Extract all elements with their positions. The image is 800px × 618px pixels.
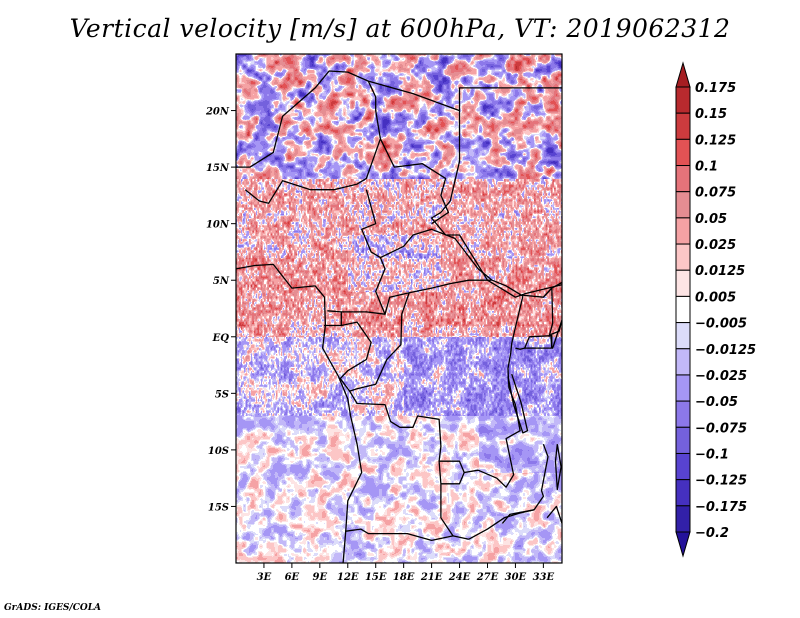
country-border: [379, 138, 450, 225]
colorbar-swatch: [675, 191, 691, 219]
x-tick-label: 21E: [420, 572, 443, 583]
y-tick-label: 5S: [215, 389, 229, 400]
colorbar-label: −0.025: [695, 369, 747, 384]
colorbar-label: 0.075: [695, 186, 736, 201]
colorbar-swatch: [675, 426, 691, 454]
country-border: [236, 263, 363, 563]
y-tick-label: EQ: [212, 333, 230, 344]
colorbar-label: −0.0125: [695, 343, 756, 358]
country-border: [519, 287, 554, 337]
x-tick-label: 12E: [337, 572, 359, 583]
x-tick-label: 27E: [476, 572, 499, 583]
y-tick-label: 20N: [205, 107, 230, 118]
country-border: [440, 472, 465, 485]
x-axis: 3E 6E 9E 12E 15E 18E 21E 24E 27E 30E 33E: [257, 563, 555, 583]
colorbar-swatch: [675, 452, 691, 481]
country-border: [501, 509, 535, 524]
colorbar-label: 0.15: [695, 107, 727, 122]
x-tick-label: 33E: [533, 572, 555, 583]
country-border: [550, 319, 562, 349]
colorbar-swatch: [675, 138, 691, 167]
colorbar-label: −0.2: [695, 526, 729, 541]
country-borders: [236, 70, 562, 563]
colorbar-swatch: [675, 86, 691, 114]
x-tick-label: 3E: [257, 572, 272, 583]
country-border: [515, 347, 552, 350]
country-border: [458, 87, 562, 111]
colorbar-swatch: [675, 112, 691, 140]
x-tick-label: 9E: [313, 572, 328, 583]
x-tick-label: 6E: [285, 572, 300, 583]
vertical-velocity-field: [236, 54, 562, 563]
colorbar-extend-max: [675, 61, 691, 88]
grads-credit: GrADS: IGES/COLA: [4, 603, 102, 613]
country-border: [349, 295, 524, 488]
colorbar-extend-min: [675, 531, 691, 558]
country-border: [323, 292, 410, 392]
colorbar-swatch: [675, 269, 691, 297]
colorbar-label: −0.075: [695, 421, 747, 436]
colorbar-swatch: [675, 400, 691, 428]
x-tick-label: 30E: [505, 572, 527, 583]
colorbar-label: 0.025: [695, 238, 736, 253]
country-border: [524, 334, 553, 349]
x-tick-label: 18E: [393, 572, 415, 583]
colorbar-label: −0.05: [695, 395, 738, 410]
country-border: [554, 444, 562, 491]
country-border: [438, 461, 454, 537]
country-border: [468, 443, 549, 540]
colorbar-swatch: [675, 217, 691, 245]
colorbar-label: −0.1: [695, 447, 729, 462]
country-border: [380, 228, 524, 297]
country-border: [546, 505, 562, 524]
colorbar-label: −0.005: [695, 317, 747, 332]
colorbar-label: 0.005: [695, 290, 736, 305]
colorbar-swatch: [675, 165, 691, 193]
colorbar: 0.175 0.15 0.125 0.1 0.075 0.05 0.025 0.0125 0.0…: [675, 61, 756, 558]
country-border: [236, 70, 382, 204]
colorbar-swatch: [675, 374, 691, 402]
map-frame: [235, 53, 563, 564]
colorbar-label: −0.125: [695, 474, 747, 489]
country-border: [368, 80, 562, 298]
country-border: [507, 373, 529, 434]
country-border: [327, 189, 386, 315]
colorbar-swatch: [675, 505, 691, 533]
colorbar-label: 0.05: [695, 212, 727, 227]
y-tick-label: 15N: [206, 163, 230, 174]
y-tick-label: 10N: [206, 220, 230, 231]
colorbar-swatch: [675, 479, 691, 507]
colorbar-label: 0.175: [695, 81, 736, 96]
colorbar-label: 0.1: [695, 160, 718, 175]
colorbar-swatch: [675, 348, 691, 376]
x-tick-label: 15E: [365, 572, 387, 583]
colorbar-label: −0.175: [695, 500, 747, 515]
country-border: [384, 279, 492, 315]
chart-title: Vertical velocity [m/s] at 600hPa, VT: 2…: [69, 14, 731, 43]
colorbar-swatch: [675, 295, 691, 324]
y-tick-label: 15S: [208, 502, 229, 513]
y-tick-label: 10S: [208, 446, 229, 457]
y-axis: 20N 15N 10N 5N EQ 5S 10S 15S: [205, 107, 236, 513]
colorbar-swatch: [675, 243, 691, 271]
y-tick-label: 5N: [213, 276, 230, 287]
colorbar-label: 0.125: [695, 133, 736, 148]
x-tick-label: 24E: [448, 572, 471, 583]
colorbar-label: 0.0125: [695, 264, 745, 279]
colorbar-swatch: [675, 322, 691, 350]
